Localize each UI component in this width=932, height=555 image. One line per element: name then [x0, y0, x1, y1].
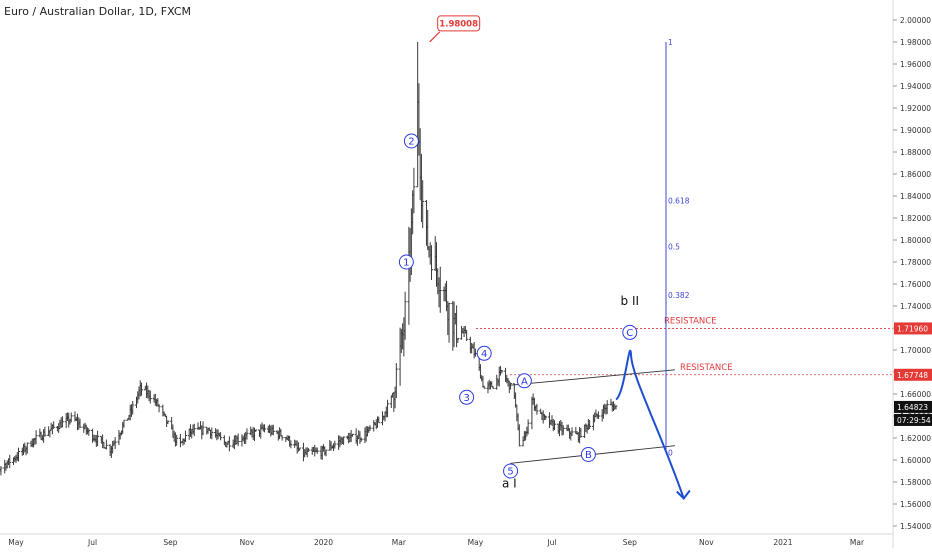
price-tick-label: 2.00000	[900, 16, 931, 25]
price-tick-label: 1.76000	[900, 280, 931, 289]
resistance-price-tag	[894, 322, 932, 335]
wave-projection-path	[615, 350, 685, 499]
price-tick-label: 1.86000	[900, 170, 931, 179]
wave-marker	[476, 345, 492, 361]
resistance-price-label: 1.67748	[897, 371, 928, 380]
wave-label: A	[521, 376, 528, 387]
price-tick-label: 1.62000	[900, 434, 931, 443]
fib-level-label: 0.5	[668, 243, 680, 252]
fib-level-label: 0	[668, 448, 673, 457]
time-tick-label: Sep	[163, 538, 177, 547]
price-tick-label: 1.98000	[900, 38, 931, 47]
price-bars	[0, 41, 618, 476]
chart-title: Euro / Australian Dollar, 1D, FXCM	[4, 5, 192, 18]
channel-upper-line	[510, 369, 676, 386]
wave-label: C	[626, 328, 633, 339]
peak-callout-pointer	[429, 31, 441, 43]
resistance-price-label: 1.71960	[897, 324, 928, 333]
price-tick-label: 1.92000	[900, 104, 931, 113]
countdown-tag	[894, 413, 932, 426]
price-tick-label: 1.66000	[900, 390, 931, 399]
price-tick-label: 1.94000	[900, 82, 931, 91]
resistance-price-tag	[894, 368, 932, 381]
time-tick-label: Jul	[87, 538, 97, 547]
wave-marker	[398, 254, 414, 270]
fib-level-label: 1	[668, 38, 673, 47]
countdown-label: 07:29:54	[897, 416, 931, 425]
wave-label: 5	[507, 467, 513, 478]
time-tick-label: May	[8, 538, 24, 547]
time-tick-label: Jul	[546, 538, 556, 547]
price-tick-label: 1.60000	[900, 456, 931, 465]
time-tick-label: Mar	[850, 538, 865, 547]
wave-degree-label: a I	[502, 477, 517, 491]
projection-arrowhead	[676, 489, 691, 501]
price-tick-label: 1.80000	[900, 236, 931, 245]
wave-marker	[459, 389, 475, 405]
wave-marker	[622, 324, 638, 340]
wave-label: 1	[403, 258, 409, 269]
time-tick-label: 2020	[314, 538, 333, 547]
price-tick-label: 1.58000	[900, 478, 931, 487]
wave-marker	[503, 463, 519, 479]
price-axis: 2.00000 1.98000 1.96000 1.94000 1.92000 1.900…	[892, 0, 932, 548]
price-tick-label: 1.82000	[900, 214, 931, 223]
current-price-tag	[894, 400, 932, 413]
price-tick-label: 1.70000	[900, 346, 931, 355]
price-tick-label: 1.90000	[900, 126, 931, 135]
price-tick-label: 1.88000	[900, 148, 931, 157]
resistance-label: RESISTANCE	[680, 363, 733, 373]
price-tick-label: 1.78000	[900, 258, 931, 267]
wave-label: 4	[481, 349, 487, 360]
price-tick-label: 1.54000	[900, 522, 931, 531]
wave-label: 3	[463, 393, 469, 404]
wave-marker	[516, 373, 532, 389]
resistance-label: RESISTANCE	[664, 316, 717, 326]
price-tick-label: 1.56000	[900, 500, 931, 509]
fib-level-label: 0.618	[668, 196, 690, 205]
chart-annotations: RESISTANCE RESISTANCE 1 0.618 0.5 0.382 0 1 2 3 4 5…	[398, 15, 893, 501]
time-tick-label: Sep	[623, 538, 637, 547]
fib-level-label: 0.382	[668, 291, 690, 300]
price-tick-label: 1.74000	[900, 302, 931, 311]
time-tick-label: 2021	[773, 538, 792, 547]
wave-label: 2	[408, 137, 414, 148]
wave-degree-label: b II	[621, 294, 640, 308]
wave-label: B	[585, 450, 592, 461]
wave-marker	[403, 133, 419, 149]
price-tick-label: 1.96000	[900, 60, 931, 69]
time-axis: May Jul Sep Nov 2020 Mar May Jul Sep Nov 2021 Mar	[0, 533, 893, 547]
time-tick-label: Nov	[240, 538, 255, 547]
wave-marker	[580, 447, 596, 462]
peak-callout-box	[437, 15, 481, 32]
current-price-label: 1.64823	[897, 403, 928, 412]
price-tick-label: 1.84000	[900, 192, 931, 201]
peak-callout-label: 1.98008	[439, 19, 478, 29]
time-tick-label: Mar	[392, 538, 407, 547]
time-tick-label: May	[468, 538, 484, 547]
time-tick-label: Nov	[699, 538, 714, 547]
